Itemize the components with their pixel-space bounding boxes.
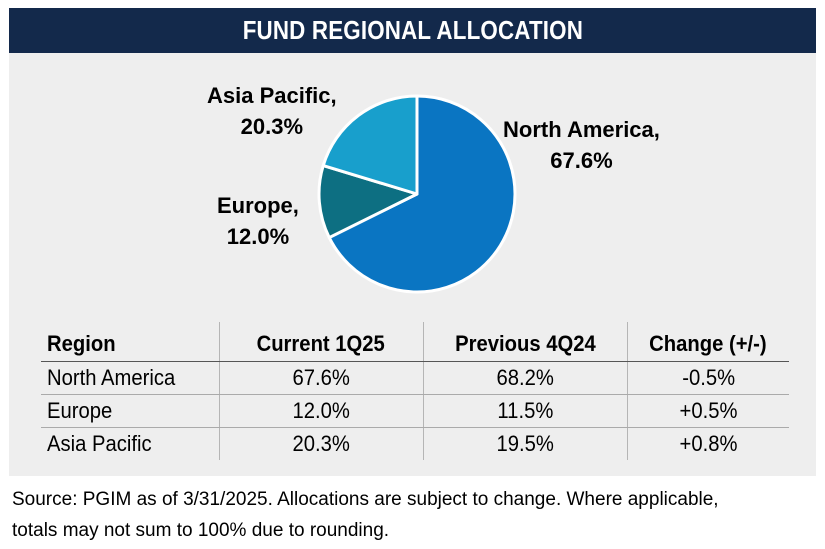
- cell-previous: 68.2%: [422, 361, 627, 395]
- pie-slice-asia-pacific: [321, 94, 419, 196]
- cell-previous: 19.5%: [422, 427, 627, 460]
- cell-region: North America: [41, 361, 219, 395]
- label-europe-value: 12.0%: [226, 224, 290, 249]
- cell-current: 67.6%: [218, 361, 423, 395]
- label-north-america-name: North America,: [503, 117, 660, 142]
- pie-chart: [317, 94, 517, 294]
- allocation-panel: FUND REGIONAL ALLOCATION North America, …: [9, 8, 816, 476]
- chart-title: FUND REGIONAL ALLOCATION: [242, 15, 583, 45]
- header-change: Change (+/-): [626, 322, 789, 362]
- label-north-america-value: 67.6%: [550, 148, 613, 173]
- label-asia-pacific-value: 20.3%: [240, 114, 304, 139]
- cell-region: Europe: [41, 394, 219, 428]
- table-row: Asia Pacific 20.3% 19.5% +0.8%: [41, 427, 789, 460]
- table-row: Europe 12.0% 11.5% +0.5%: [41, 394, 789, 428]
- label-north-america: North America, 67.6%: [503, 114, 660, 176]
- source-note: Source: PGIM as of 3/31/2025. Allocation…: [12, 484, 812, 546]
- cell-current: 12.0%: [218, 394, 423, 428]
- chart-header: FUND REGIONAL ALLOCATION: [9, 8, 816, 53]
- header-previous: Previous 4Q24: [422, 322, 627, 362]
- label-europe-name: Europe,: [217, 193, 299, 218]
- cell-current: 20.3%: [218, 427, 423, 460]
- cell-change: -0.5%: [626, 361, 789, 395]
- label-europe: Europe, 12.0%: [217, 190, 299, 252]
- label-asia-pacific-name: Asia Pacific,: [207, 83, 337, 108]
- source-line-2: totals may not sum to 100% due to roundi…: [12, 520, 390, 541]
- allocation-table: Region Current 1Q25 Previous 4Q24 Change…: [41, 322, 789, 460]
- cell-previous: 11.5%: [422, 394, 627, 428]
- source-line-1: Source: PGIM as of 3/31/2025. Allocation…: [12, 489, 719, 510]
- header-region: Region: [41, 322, 219, 362]
- cell-region: Asia Pacific: [47, 430, 152, 456]
- cell-change: +0.8%: [626, 427, 789, 460]
- table-header-row: Region Current 1Q25 Previous 4Q24 Change…: [41, 322, 789, 362]
- pie-slice-north-america: [327, 94, 517, 294]
- label-asia-pacific: Asia Pacific, 20.3%: [207, 80, 337, 142]
- table-row: North America 67.6% 68.2% -0.5%: [41, 361, 789, 395]
- header-current: Current 1Q25: [218, 322, 423, 362]
- cell-change: +0.5%: [626, 394, 789, 428]
